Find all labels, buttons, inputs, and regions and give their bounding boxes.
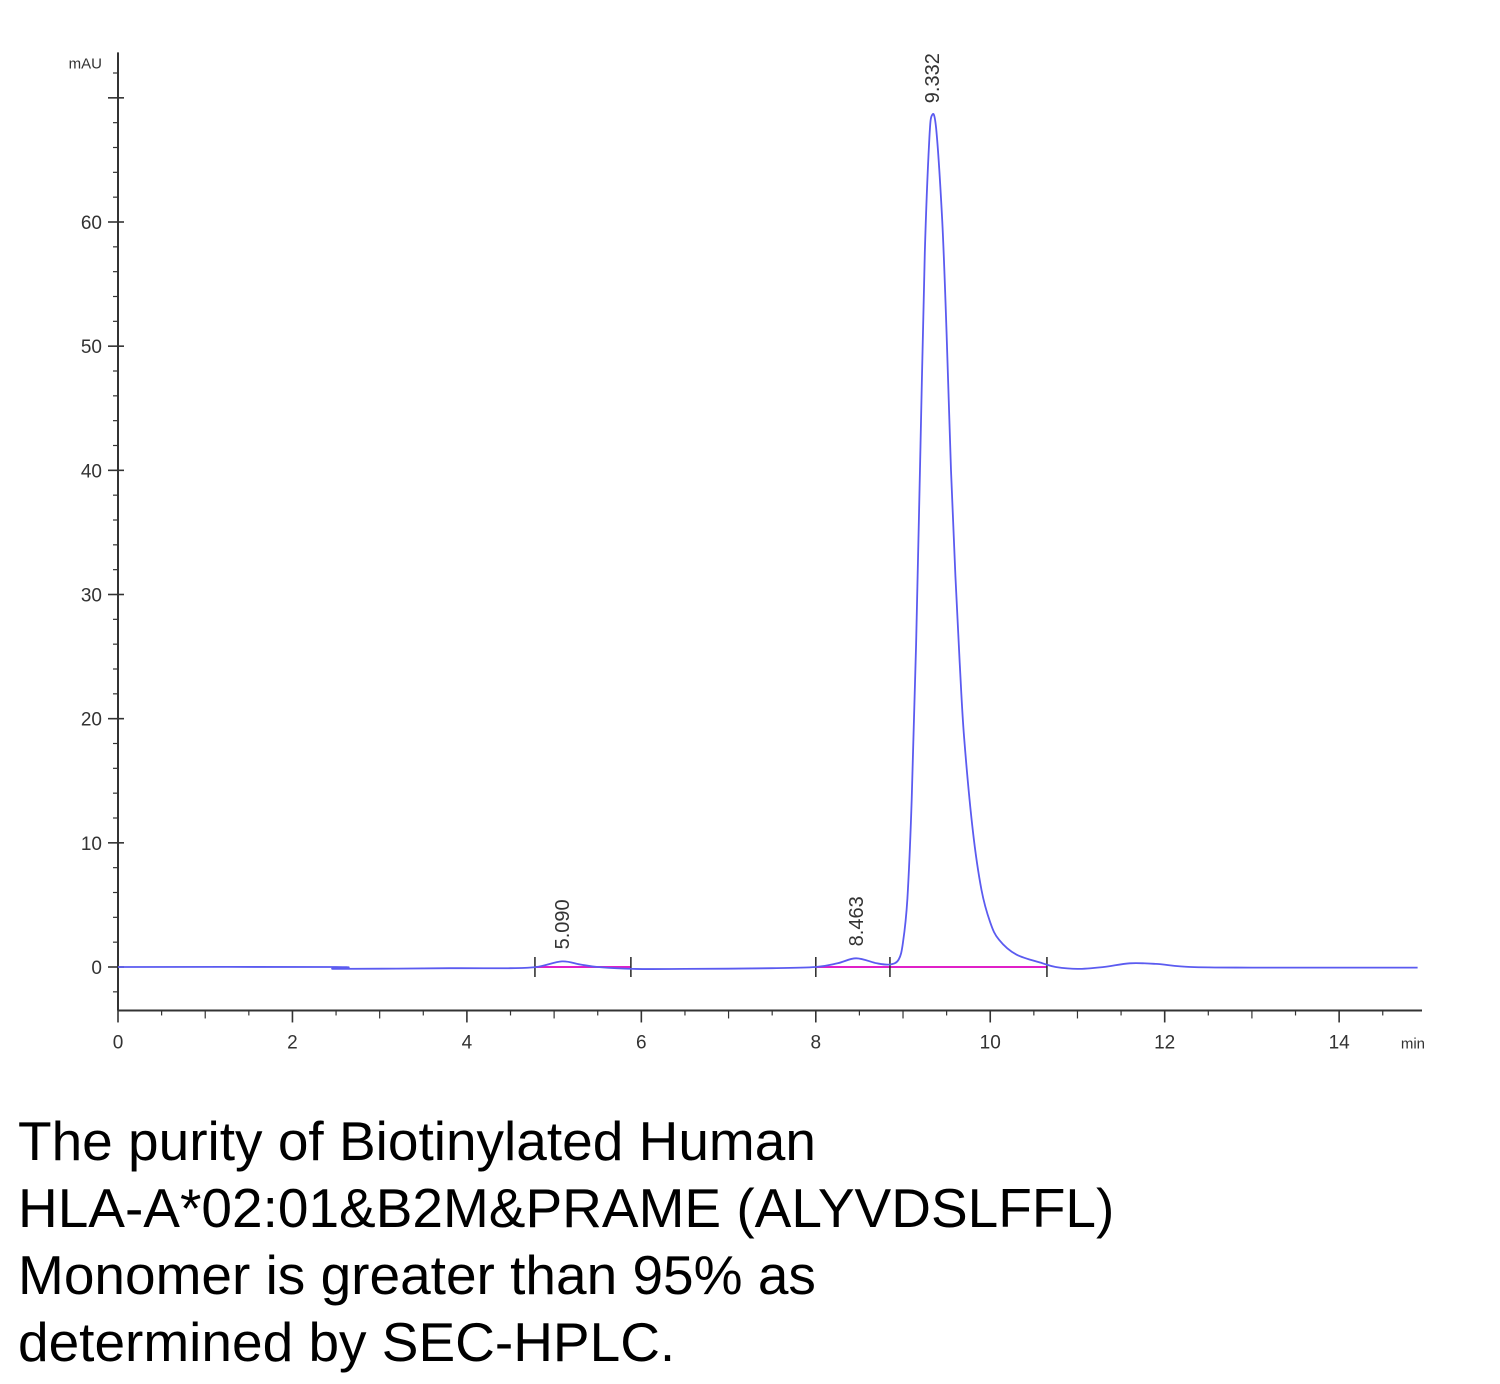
peak-label: 9.332 [922,53,944,103]
y-tick-label: 10 [81,834,102,855]
x-tick-label: 2 [287,1032,298,1053]
signal-trace [117,113,1418,970]
x-tick-label: 12 [1154,1032,1175,1053]
y-tick-label: 50 [81,337,102,358]
x-tick-label: 0 [113,1032,124,1053]
signal-trace-line [117,113,1418,970]
caption-line-3: Monomer is greater than 95% as [18,1244,816,1306]
chromatogram-chart: 0 10 20 30 40 50 60 mAU 0 2 4 6 8 10 12 14 min 5.090 8.46… [69,52,1425,1053]
x-tick-label: 14 [1329,1032,1351,1053]
x-tick-label: 8 [811,1032,822,1053]
x-tick-label: 10 [980,1032,1001,1053]
y-tick-label: 40 [81,461,102,482]
chart-axes: 0 10 20 30 40 50 60 mAU 0 2 4 6 8 10 12 14 min [69,52,1425,1053]
y-tick-label: 20 [81,710,102,731]
peak-label: 5.090 [552,899,574,949]
y-unit-label: mAU [69,55,102,72]
caption-line-4: determined by SEC-HPLC. [18,1311,676,1373]
peak-label: 8.463 [846,896,868,946]
y-tick-label: 30 [81,586,102,607]
figure-caption: The purity of Biotinylated Human HLA-A*0… [18,1108,1478,1376]
y-tick-label: 0 [91,958,102,979]
integration-baselines [534,957,1048,977]
caption-line-2: HLA-A*02:01&B2M&PRAME (ALYVDSLFFL) [18,1177,1115,1239]
x-unit-label: min [1401,1035,1425,1052]
x-tick-label: 4 [462,1032,473,1053]
y-tick-label: 60 [81,213,102,234]
peak-labels: 5.090 8.463 9.332 [552,53,944,949]
x-tick-label: 6 [636,1032,647,1053]
caption-line-1: The purity of Biotinylated Human [18,1110,816,1172]
